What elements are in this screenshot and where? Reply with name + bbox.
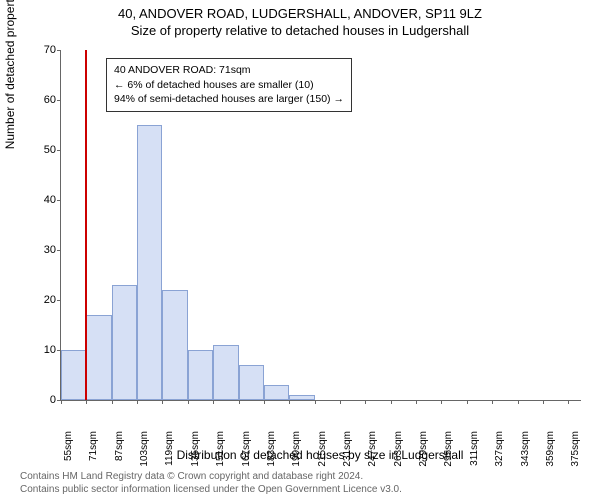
x-tick-mark [391,400,392,404]
x-tick-mark [188,400,189,404]
footer-line2: Contains public sector information licen… [20,483,402,496]
y-axis-label: Number of detached properties [3,0,17,149]
y-tick-mark [57,250,61,251]
histogram-bar [289,395,314,400]
annotation-line1: 40 ANDOVER ROAD: 71sqm [114,63,344,78]
histogram-bar [86,315,111,400]
y-tick-label: 10 [26,344,56,356]
x-tick-mark [61,400,62,404]
histogram-bar [188,350,213,400]
histogram-bar [213,345,238,400]
y-tick-mark [57,100,61,101]
annotation-line2: ← 6% of detached houses are smaller (10) [114,78,344,93]
y-tick-mark [57,50,61,51]
y-tick-mark [57,300,61,301]
x-tick-mark [137,400,138,404]
histogram-bar [112,285,137,400]
y-tick-label: 60 [26,94,56,106]
title-address: 40, ANDOVER ROAD, LUDGERSHALL, ANDOVER, … [0,0,600,21]
x-tick-mark [112,400,113,404]
property-marker-line [85,50,87,400]
x-tick-mark [86,400,87,404]
annotation-line3: 94% of semi-detached houses are larger (… [114,92,344,107]
x-tick-mark [239,400,240,404]
y-tick-label: 40 [26,194,56,206]
y-tick-label: 0 [26,394,56,406]
x-tick-mark [416,400,417,404]
y-tick-label: 50 [26,144,56,156]
x-tick-mark [467,400,468,404]
histogram-bar [239,365,264,400]
x-tick-mark [568,400,569,404]
x-tick-mark [162,400,163,404]
y-tick-label: 30 [26,244,56,256]
x-tick-mark [264,400,265,404]
x-tick-mark [365,400,366,404]
y-tick-mark [57,150,61,151]
footer-attribution: Contains HM Land Registry data © Crown c… [20,470,402,496]
x-tick-mark [492,400,493,404]
y-tick-label: 70 [26,44,56,56]
y-tick-label: 20 [26,294,56,306]
x-axis-label: Distribution of detached houses by size … [60,448,580,462]
plot-region: 01020304050607055sqm71sqm87sqm103sqm119s… [60,50,581,401]
annotation-box: 40 ANDOVER ROAD: 71sqm← 6% of detached h… [106,58,352,112]
footer-line1: Contains HM Land Registry data © Crown c… [20,470,402,483]
x-tick-mark [543,400,544,404]
histogram-bar [137,125,162,400]
x-tick-mark [213,400,214,404]
chart-container: 40, ANDOVER ROAD, LUDGERSHALL, ANDOVER, … [0,0,600,500]
x-tick-mark [518,400,519,404]
x-tick-mark [340,400,341,404]
histogram-bar [162,290,187,400]
x-tick-mark [441,400,442,404]
x-tick-mark [289,400,290,404]
histogram-bar [61,350,86,400]
x-tick-mark [315,400,316,404]
histogram-bar [264,385,289,400]
y-tick-mark [57,200,61,201]
chart-area: Number of detached properties 0102030405… [60,50,580,400]
title-subtitle: Size of property relative to detached ho… [0,21,600,38]
